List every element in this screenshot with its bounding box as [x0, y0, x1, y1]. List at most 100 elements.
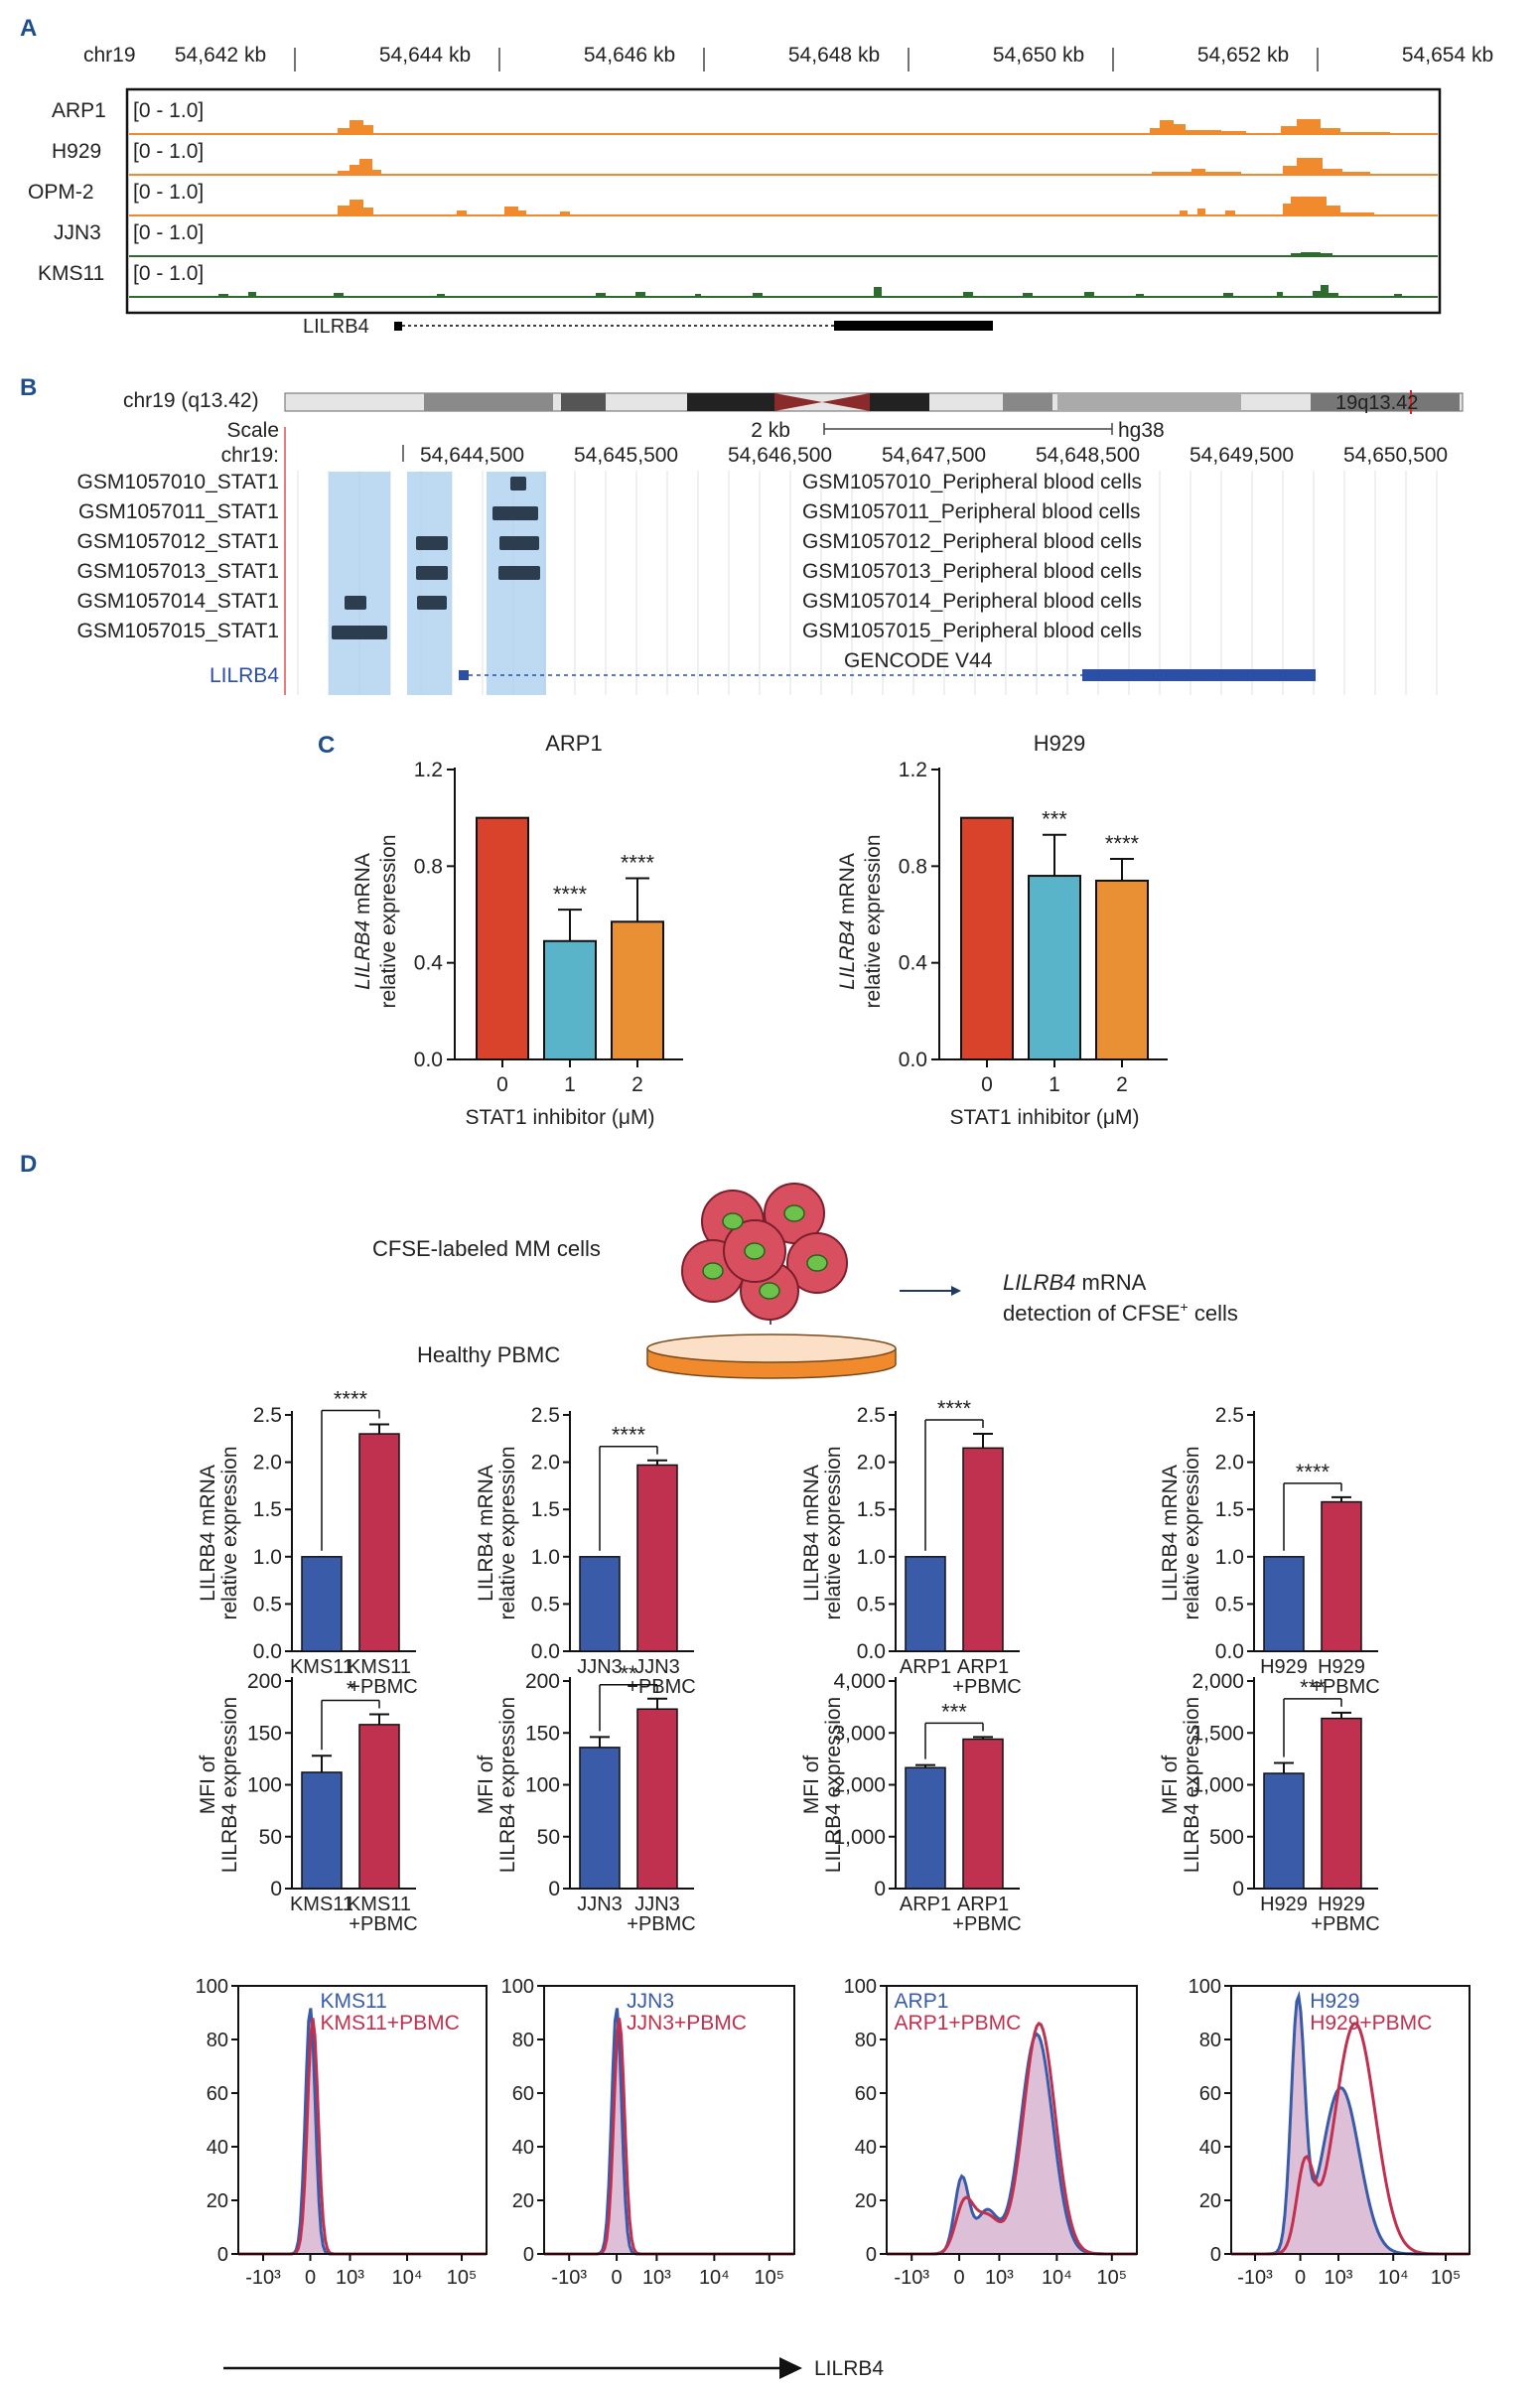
y-tick-label: 100: [247, 1774, 282, 1797]
signal-peak: [695, 294, 701, 297]
y-tick-label: 2.5: [857, 1404, 886, 1427]
x-tick-label: 0: [496, 1073, 508, 1096]
x-axis-label: LILRB4: [814, 2357, 884, 2380]
histogram-frame: [543, 1985, 795, 2255]
x-tick-label: 0: [981, 1073, 993, 1096]
x-tick-label: ARP1: [957, 1656, 1009, 1678]
signal-peak: [350, 165, 359, 175]
bar: [543, 939, 597, 1060]
y-tick-label: 0: [548, 1878, 560, 1900]
sample-label: GSM1057010_STAT1: [77, 471, 280, 493]
track-range: [0 - 1.0]: [133, 262, 204, 285]
signal-peak: [753, 293, 763, 297]
y-tick-label: 0.8: [414, 855, 443, 878]
y-tick-label: 0.0: [414, 1049, 443, 1071]
y-tick-label: 80: [855, 2030, 877, 2051]
y-axis-label: LILRB4 expression: [1181, 1697, 1203, 1873]
signal-peak: [1281, 126, 1297, 134]
significance-label: *: [347, 1676, 355, 1701]
y-tick-label: 0.0: [253, 1640, 282, 1663]
signal-peak: [963, 292, 973, 297]
y-axis-label: MFI of: [475, 1756, 497, 1815]
bar: [1321, 1500, 1362, 1652]
y-tick-label: 0.4: [414, 952, 444, 975]
ruler-tick-label: 54,654 kb: [1402, 44, 1493, 67]
y-tick-label: 1,000: [1191, 1774, 1244, 1797]
y-tick-label: 0.0: [899, 1049, 927, 1071]
track-labels: ARP1 [0 - 1.0] H929 [0 - 1.0] OPM-2 [0 -…: [28, 99, 204, 285]
signal-peak: [1327, 206, 1340, 215]
sample-label: GSM1057011_STAT1: [78, 500, 279, 523]
x-tick-label: 0: [305, 2267, 316, 2289]
bar: [358, 1724, 400, 1890]
y-tick-label: 200: [525, 1670, 560, 1693]
y-axis-label: relative expression: [1181, 1446, 1203, 1619]
x-tick-label: ARP1: [957, 1894, 1009, 1915]
ruler-tick-label: 54,642 kb: [175, 44, 266, 67]
y-axis-label: MFI of: [197, 1756, 219, 1815]
signal-peak: [1329, 293, 1338, 297]
significance-label: ***: [1042, 807, 1067, 832]
signal-peak: [1297, 119, 1321, 134]
y-tick-label: 2.5: [1215, 1404, 1244, 1427]
signal-peak: [1186, 130, 1221, 134]
histogram-line-control: [238, 2008, 487, 2256]
track-range: [0 - 1.0]: [133, 99, 204, 122]
histogram-fill: [887, 2034, 1137, 2254]
x-tick-label: JJN3: [577, 1656, 623, 1678]
result-line1: LILRB4 mRNA: [1003, 1270, 1147, 1295]
gencode-label: GENCODE V44: [844, 649, 993, 672]
signal-peak: [596, 293, 606, 297]
signal-peak: [350, 120, 363, 134]
x-tick-label: 0: [954, 2267, 965, 2289]
coord-label: 54,645,500: [574, 444, 678, 467]
coord-label: 54,644,500: [420, 444, 524, 467]
signal-peak: [1313, 291, 1321, 297]
histogram-frame: [1230, 1985, 1470, 2255]
bar: [962, 1738, 1004, 1890]
x-tick-label: 10⁵: [1097, 2267, 1128, 2289]
signal-peak: [1277, 292, 1283, 297]
signal-peak: [1283, 166, 1297, 175]
mm-cells-label: CFSE-labeled MM cells: [372, 1236, 601, 1261]
x-tick-label: +PBMC: [627, 1913, 695, 1935]
x-tick-label: H929: [1318, 1894, 1365, 1915]
sample-description: GSM1057013_Peripheral blood cells: [802, 560, 1142, 583]
y-axis-label: LILRB4 expression: [822, 1697, 845, 1873]
x-tick-label: 1: [1049, 1073, 1060, 1096]
bar-chart: 0.0 0.5 1.0 1.5 2.0 2.5 LILRB4 mRNA relative ex…: [197, 1387, 418, 1698]
sample-label: GSM1057012_STAT1: [77, 530, 280, 553]
bar: [476, 816, 529, 1061]
legend-control: H929: [1310, 1990, 1359, 2013]
y-tick-label: 2.0: [253, 1452, 282, 1475]
track-name: H929: [52, 140, 101, 163]
y-tick-label: 2.0: [531, 1452, 560, 1475]
significance-label: ****: [1296, 1460, 1330, 1484]
x-tick-label: 10⁴: [699, 2267, 730, 2289]
sample-description: GSM1057012_Peripheral blood cells: [802, 530, 1142, 553]
signal-peak: [1174, 124, 1186, 134]
significance-label: ****: [553, 882, 588, 907]
chrom-label: chr19: [83, 44, 136, 67]
chr-coord-label: chr19:: [221, 444, 279, 467]
sample-label: GSM1057015_STAT1: [77, 620, 280, 642]
legend-control: KMS11: [321, 1990, 387, 2013]
x-tick-label: 10⁴: [1378, 2267, 1409, 2289]
signal-peak: [334, 293, 344, 297]
signal-peak: [1084, 292, 1094, 297]
bar: [905, 1556, 946, 1652]
signal-peak: [1191, 169, 1205, 175]
track-range: [0 - 1.0]: [133, 140, 204, 163]
y-tick-label: 20: [207, 2190, 228, 2212]
y-tick-label: 40: [512, 2137, 534, 2159]
x-tick-label: 10⁴: [1042, 2267, 1072, 2289]
histogram-frame: [237, 1985, 488, 2255]
y-axis-label: LILRB4 mRNA: [800, 1465, 823, 1602]
signal-peak: [1152, 172, 1191, 175]
x-axis-label: STAT1 inhibitor (μM): [465, 1106, 654, 1129]
ideogram: chr19 (q13.42) 19q13.42: [123, 389, 1464, 414]
y-tick-label: 60: [1199, 2083, 1221, 2105]
x-tick-label: KMS11: [290, 1894, 353, 1915]
